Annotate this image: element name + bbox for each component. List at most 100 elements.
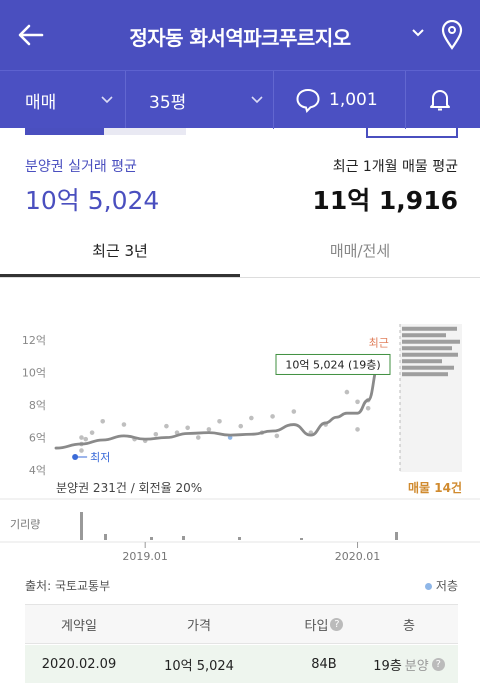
y-tick-label: 12억 (22, 334, 46, 347)
scatter-point (83, 436, 89, 442)
volume-bar (395, 532, 398, 540)
segment-track (104, 128, 186, 135)
scatter-point (153, 431, 159, 437)
listing-bar (402, 333, 446, 338)
price-chart[interactable]: 4억 6억 8억 10억 12억 최근 10억 5,024 (19층) 최저 분양권 231… (0, 300, 480, 570)
row-floor-note: 분양 (404, 658, 429, 674)
chevron-down-icon (101, 96, 113, 104)
scatter-point (206, 427, 212, 432)
notification-button[interactable] (428, 71, 458, 129)
table-header-price: 가격 (187, 618, 211, 634)
table-header-floor: 층 (403, 618, 415, 634)
row-price: 10억 5,024 (164, 658, 234, 674)
listing-bar (402, 359, 442, 364)
scatter-point (89, 430, 95, 435)
listing-bar (402, 339, 460, 344)
tab-recent-3y[interactable]: 최근 3년 (92, 242, 148, 260)
chart-footer-right[interactable]: 매물 14건 (408, 480, 462, 495)
low-floor-legend: 저층 (424, 577, 458, 594)
tooltip-text: 10억 5,024 (19층) (285, 358, 380, 371)
row-date: 2020.02.09 (41, 656, 117, 672)
chevron-down-icon[interactable] (410, 25, 426, 41)
period-tabs: 최근 3년 매매/전세 (0, 225, 480, 278)
segment-indicator (25, 128, 105, 135)
back-arrow-icon[interactable] (14, 18, 48, 52)
y-tick-label: 8억 (29, 399, 46, 412)
x-tick-label: 2019.01 (122, 550, 168, 563)
scatter-point (79, 435, 84, 440)
volume-bar (104, 534, 107, 540)
scatter-point (365, 406, 371, 411)
scatter-point (100, 418, 106, 424)
volume-bar (238, 537, 241, 540)
trade-type-label: 매매 (25, 92, 57, 113)
comments-button[interactable]: 1,001 (295, 71, 395, 129)
page-title[interactable]: 정자동 화서역파크푸르지오 (129, 26, 351, 50)
presale-average-label: 분양권 실거래 평균 (25, 159, 137, 175)
legend-label: 저층 (435, 579, 458, 593)
scatter-point (355, 399, 360, 405)
volume-bar (182, 536, 185, 540)
listing-bar (402, 326, 457, 331)
listing-bar (402, 365, 454, 370)
comment-count: 1,001 (329, 90, 378, 110)
tooltip-box (275, 353, 391, 375)
scatter-point (164, 423, 169, 429)
legend-dot-icon (424, 583, 432, 590)
help-icon[interactable]: ? (431, 657, 445, 671)
active-tab-underline (0, 274, 240, 277)
help-icon[interactable]: ? (330, 617, 344, 631)
volume-axis-label: 기리량 (10, 518, 40, 531)
volume-bar (300, 538, 303, 540)
presale-average-value: 10억 5,024 (25, 186, 160, 215)
latest-marker-label: 최근 (369, 336, 389, 349)
y-tick-label: 4억 (29, 464, 46, 477)
row-type: 84B (311, 656, 337, 672)
scatter-point (355, 427, 360, 432)
volume-bar (150, 537, 153, 540)
y-tick-label: 6억 (29, 432, 46, 445)
scatter-point (344, 389, 350, 395)
scatter-point (185, 425, 190, 431)
scatter-point (291, 409, 297, 414)
min-marker-label: 최저 (90, 451, 110, 464)
chevron-down-icon (251, 96, 263, 104)
segment-outline (366, 128, 458, 138)
listing-bar (402, 372, 448, 377)
scatter-point (195, 435, 201, 440)
scatter-point (121, 422, 127, 427)
data-source: 출처: 국토교통부 (25, 579, 111, 593)
listing-average-label: 최근 1개월 매물 평균 (332, 159, 458, 175)
filter-bar: 매매 35평 1,001 (0, 70, 480, 129)
table-header-type[interactable]: 타입 ? (270, 605, 378, 643)
table-header-type-label: 타입 (304, 618, 329, 634)
row-floor-value: 19층 (373, 658, 402, 674)
listing-band (400, 324, 462, 472)
scatter-point (238, 423, 244, 429)
scatter-point (217, 418, 222, 424)
trade-type-select[interactable]: 매매 (25, 71, 120, 129)
table-header-date: 계약일 (61, 618, 97, 634)
scatter-point (270, 414, 275, 419)
x-tick-label: 2020.01 (335, 550, 381, 563)
listing-average-value: 11억 1,916 (312, 186, 458, 215)
app-header: 정자동 화서역파크푸르지오 (0, 0, 480, 70)
scatter-point (79, 448, 84, 453)
listing-bar (402, 346, 452, 351)
map-pin-icon[interactable] (440, 19, 464, 50)
y-tick-label: 10억 (22, 367, 46, 380)
scatter-point (249, 415, 254, 421)
price-trend-line (54, 363, 381, 450)
bell-icon (430, 90, 450, 111)
scatter-point (274, 433, 280, 439)
row-floor: 19층 분양 ? (355, 645, 463, 683)
comment-icon (296, 88, 320, 113)
table-row[interactable]: 2020.02.09 10억 5,024 84B 19층 분양 ? (25, 645, 458, 683)
volume-bar (80, 512, 83, 540)
area-select[interactable]: 35평 (149, 71, 264, 129)
tab-sale-lease[interactable]: 매매/전세 (329, 242, 391, 260)
listing-bar (402, 352, 458, 357)
table-header: 계약일 가격 타입 ? 층 (25, 604, 458, 644)
area-label: 35평 (149, 92, 187, 113)
chart-footer-left: 분양권 231건 / 회전율 20% (56, 481, 202, 495)
